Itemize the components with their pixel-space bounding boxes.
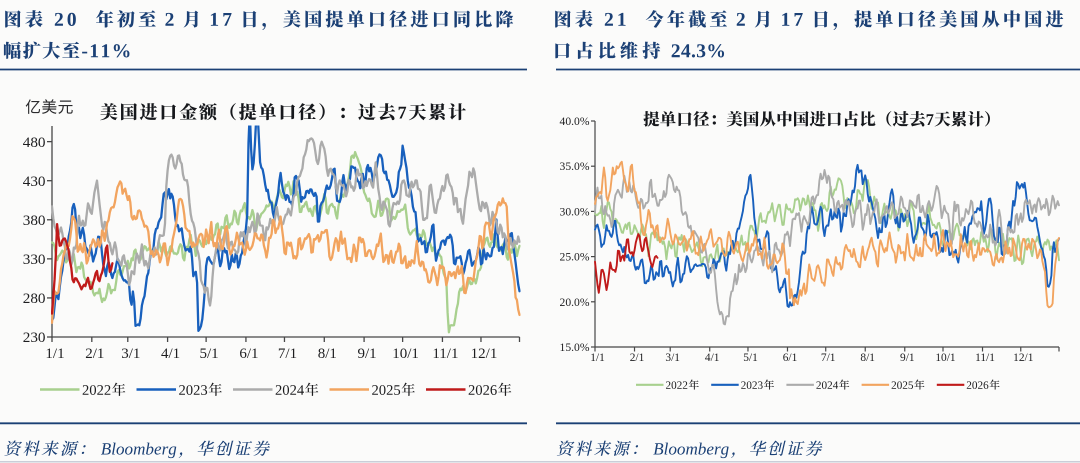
svg-text:330: 330 [23, 251, 46, 268]
svg-text:11/1: 11/1 [432, 346, 458, 362]
svg-text:4/1: 4/1 [161, 346, 180, 362]
svg-text:20.0%: 20.0% [560, 296, 590, 309]
svg-text:25.0%: 25.0% [560, 251, 590, 264]
svg-text:8/1: 8/1 [318, 346, 337, 362]
svg-text:430: 430 [23, 173, 46, 190]
svg-text:3/1: 3/1 [665, 352, 680, 364]
svg-text:12/1: 12/1 [1013, 352, 1034, 364]
svg-text:230: 230 [23, 329, 46, 346]
svg-text:9/1: 9/1 [358, 346, 377, 362]
svg-text:10/1: 10/1 [935, 352, 956, 364]
svg-text:2/1: 2/1 [85, 346, 104, 362]
svg-text:5/1: 5/1 [200, 346, 219, 362]
svg-text:4/1: 4/1 [705, 352, 720, 364]
svg-text:480: 480 [23, 134, 46, 151]
svg-text:1/1: 1/1 [45, 346, 64, 362]
svg-text:7/1: 7/1 [821, 352, 836, 364]
svg-text:40.0%: 40.0% [560, 115, 590, 128]
svg-text:1/1: 1/1 [590, 352, 605, 364]
svg-text:7/1: 7/1 [278, 346, 297, 362]
svg-text:8/1: 8/1 [860, 352, 875, 364]
svg-text:2/1: 2/1 [630, 352, 645, 364]
svg-text:11/1: 11/1 [975, 352, 995, 364]
svg-text:5/1: 5/1 [743, 352, 758, 364]
svg-text:10/1: 10/1 [392, 346, 419, 362]
svg-text:9/1: 9/1 [900, 352, 915, 364]
svg-text:380: 380 [23, 212, 46, 229]
svg-text:6/1: 6/1 [239, 346, 258, 362]
svg-text:3/1: 3/1 [121, 346, 140, 362]
svg-text:35.0%: 35.0% [560, 160, 590, 173]
svg-text:30.0%: 30.0% [560, 205, 590, 218]
svg-text:6/1: 6/1 [783, 352, 798, 364]
svg-text:280: 280 [23, 290, 46, 307]
svg-text:15.0%: 15.0% [560, 341, 590, 354]
svg-text:12/1: 12/1 [471, 346, 498, 362]
